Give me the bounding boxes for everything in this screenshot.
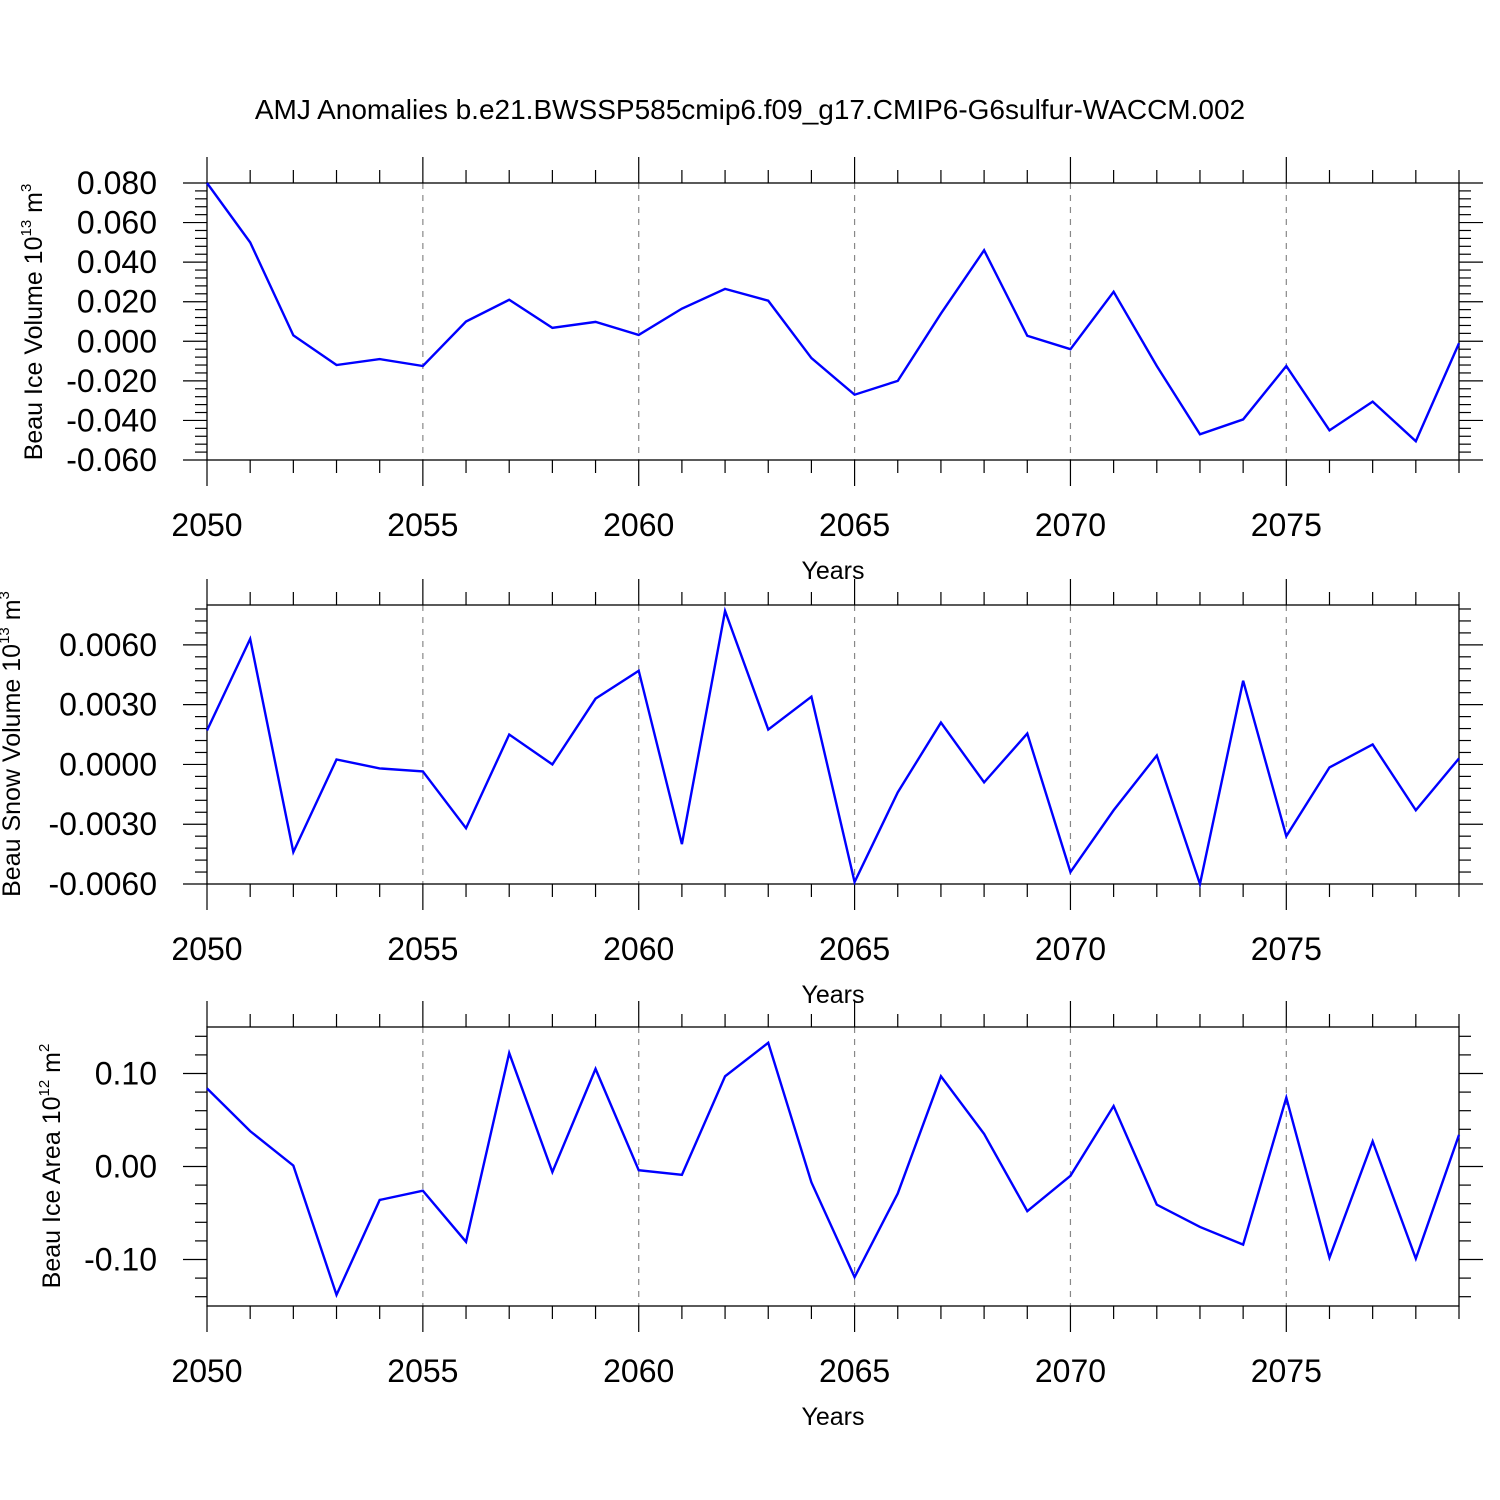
- x-tick-label: 2070: [1035, 507, 1106, 543]
- y-axis-title-superscript: 2: [36, 1044, 53, 1052]
- y-tick-label: -0.10: [84, 1242, 157, 1278]
- x-axis-title: Years: [801, 1403, 864, 1431]
- panel-3: 2050 2055 2060 2065 2070 2075 0.10 0.00 -0.10 Yea…: [36, 1001, 1483, 1431]
- y-tick-label: -0.0060: [48, 866, 157, 902]
- y-tick-label: 0.060: [77, 205, 157, 241]
- y-axis-title-text: m: [0, 599, 26, 627]
- plot-frame: [206, 182, 1460, 461]
- x-tick-label: 2055: [387, 1353, 458, 1389]
- x-tick-label: 2065: [819, 1353, 890, 1389]
- series-line: [206, 182, 1461, 444]
- y-tick-label: 0.080: [77, 165, 157, 201]
- x-tick-label: 2060: [603, 507, 674, 543]
- y-axis-title: Beau Ice Volume 1013 m3: [18, 184, 48, 461]
- x-tick-label: 2055: [387, 931, 458, 967]
- chart-title: AMJ Anomalies b.e21.BWSSP585cmip6.f09_g1…: [255, 94, 1245, 125]
- y-axis-title-superscript: 13: [0, 627, 13, 644]
- plot-frame: [206, 1026, 1460, 1307]
- y-tick-label: 0.00: [95, 1149, 157, 1185]
- y-tick-label: 0.0060: [59, 627, 157, 663]
- y-tick-label: 0.040: [77, 244, 157, 280]
- x-tick-label: 2055: [387, 507, 458, 543]
- x-tick-label: 2075: [1251, 507, 1322, 543]
- y-axis-title-text: Beau Ice Volume 10: [20, 237, 48, 461]
- x-tick-label: 2050: [171, 1353, 242, 1389]
- y-tick-label: 0.10: [95, 1056, 157, 1092]
- y-axis-title-superscript: 3: [18, 184, 35, 192]
- x-tick-label: 2060: [603, 931, 674, 967]
- x-tick-label: 2065: [819, 931, 890, 967]
- y-axis-title-text: Beau Ice Area 10: [38, 1097, 66, 1289]
- x-tick-label: 2065: [819, 507, 890, 543]
- y-axis-title: Beau Snow Volume 1013 m3: [0, 591, 26, 897]
- x-tick-label: 2050: [171, 931, 242, 967]
- y-tick-label: -0.040: [66, 402, 157, 438]
- y-axis-title-text: Beau Snow Volume 10: [0, 644, 26, 897]
- x-tick-label: 2060: [603, 1353, 674, 1389]
- y-tick-label: -0.0030: [48, 806, 157, 842]
- x-tick-label: 2050: [171, 507, 242, 543]
- y-axis-title-text: m: [20, 192, 48, 220]
- y-tick-label: -0.060: [66, 442, 157, 478]
- y-tick-label: 0.0030: [59, 687, 157, 723]
- y-tick-label: 0.0000: [59, 746, 157, 782]
- y-tick-label: 0.020: [77, 284, 157, 320]
- x-tick-label: 2070: [1035, 1353, 1106, 1389]
- x-tick-label: 2075: [1251, 931, 1322, 967]
- x-tick-label: 2075: [1251, 1353, 1322, 1389]
- series-line: [206, 1040, 1461, 1299]
- plot-frame: [206, 604, 1460, 885]
- x-tick-label: 2070: [1035, 931, 1106, 967]
- y-tick-label: -0.020: [66, 363, 157, 399]
- panel-2: 2050 2055 2060 2065 2070 2075 0.0060 0.0030 0.00…: [0, 579, 1483, 1009]
- series-line: [205, 606, 1460, 889]
- y-axis-title-superscript: 12: [36, 1080, 53, 1097]
- y-axis-title-superscript: 3: [0, 591, 13, 599]
- y-axis-title: Beau Ice Area 1012 m2: [36, 1044, 66, 1289]
- y-tick-label: 0.000: [77, 323, 157, 359]
- y-axis-title-superscript: 13: [18, 220, 35, 237]
- y-axis-title-text: m: [38, 1052, 66, 1080]
